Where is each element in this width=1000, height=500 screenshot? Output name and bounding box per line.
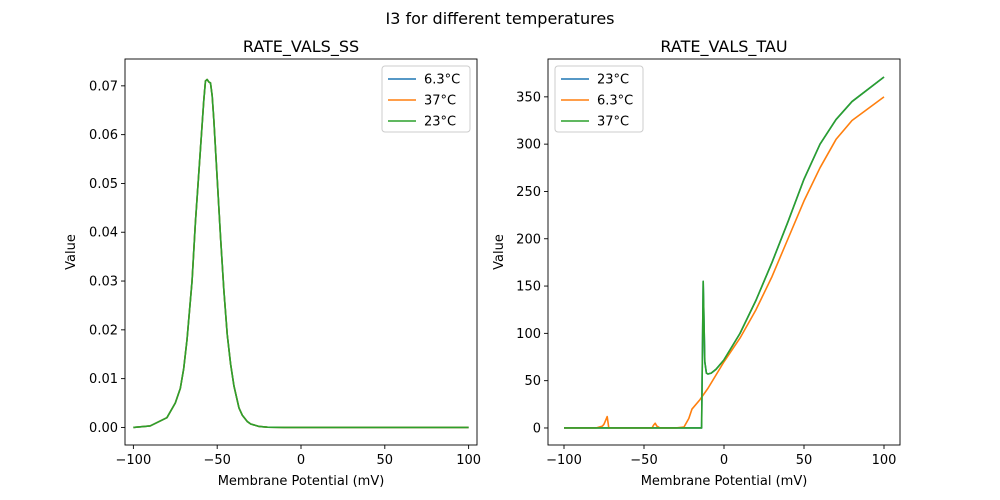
x-tick-label: 50 [377,453,394,468]
legend: 6.3°C 37°C 23°C [381,65,471,133]
y-tick-label: 200 [516,232,541,247]
y-tick-label: 0.01 [89,372,118,387]
y-tick-label: 50 [524,374,541,389]
x-tick-label: −100 [546,453,582,468]
y-tick-label: 0.03 [89,275,118,290]
legend: 23°C 6.3°C 37°C [554,65,644,133]
legend-label: 37°C [424,94,456,109]
y-tick-label: 0.04 [89,226,118,241]
y-tick-label: 350 [516,90,541,105]
x-tick-label: −50 [630,453,657,468]
legend-label: 6.3°C [424,73,460,88]
legend-frame [554,65,644,133]
x-tick-label: −100 [116,453,152,468]
x-tick-label: 100 [872,453,897,468]
series-line-1 [564,96,885,429]
legend-label: 23°C [597,73,629,88]
y-tick-label: 300 [516,138,541,153]
x-axis-label: Membrane Potential (mV) [218,474,385,489]
y-tick-label: 250 [516,185,541,200]
legend-label: 23°C [424,115,456,130]
series-line-2 [564,76,885,429]
legend-label: 37°C [597,115,629,130]
panel-rate-vals-ss: RATE_VALS_SS −100 −50 0 50 100 0.00 0.01 0.02 0.0… [64,37,481,489]
y-tick-label: 0.06 [89,128,118,143]
x-tick-label: 0 [720,453,728,468]
y-tick-label: 0.02 [89,323,118,338]
chart-title: RATE_VALS_SS [243,37,359,57]
y-tick-label: 150 [516,280,541,295]
y-tick-label: 0.00 [89,421,118,436]
legend-label: 6.3°C [597,94,633,109]
y-axis-label: Value [64,234,79,270]
chart-title: RATE_VALS_TAU [660,37,787,57]
x-tick-label: 50 [796,453,813,468]
x-axis-label: Membrane Potential (mV) [641,474,808,489]
x-tick-label: −50 [203,453,230,468]
legend-frame [381,65,471,133]
y-tick-label: 0.05 [89,177,118,192]
y-tick-label: 0 [533,421,541,436]
figure-suptitle: I3 for different temperatures [385,9,614,28]
x-tick-label: 100 [456,453,481,468]
x-tick-label: 0 [297,453,305,468]
y-tick-label: 100 [516,327,541,342]
panel-rate-vals-tau: RATE_VALS_TAU −100 −50 0 50 100 0 50 100 150 200 25… [492,37,901,489]
series-line-2 [133,78,469,429]
y-tick-label: 0.07 [89,79,118,94]
y-axis-label: Value [492,234,507,270]
